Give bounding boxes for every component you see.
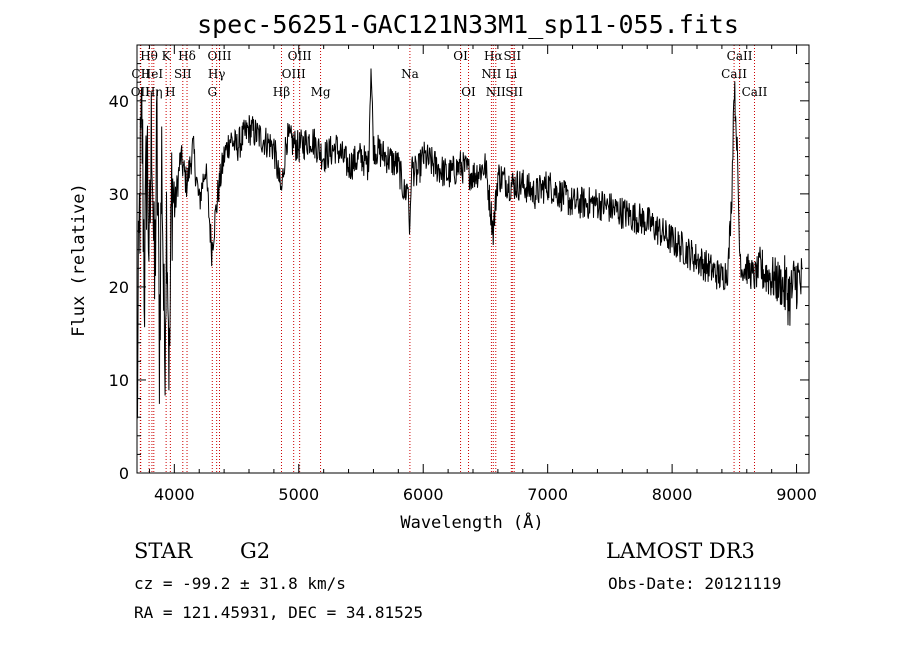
spectral-line-label: OII [131, 85, 151, 99]
coordinates: RA = 121.45931, DEC = 34.81525 [134, 603, 423, 622]
spectral-line-markers: OII Hθ CII Hη HeI K H SII Hδ OIII Hγ G Hβ OIII OIII Mg N… [131, 45, 768, 473]
x-tick-label: 4000 [154, 485, 195, 504]
spectral-line-label: G [207, 85, 217, 99]
spectral-line-label: OIII [288, 49, 312, 63]
spectral-line-label: NII [481, 67, 501, 81]
spectral-line-label: Hα [484, 49, 503, 63]
x-tick-label: 7000 [527, 485, 568, 504]
spectral-line-label: Hη [145, 85, 163, 99]
spectral-line-label: Hγ [208, 67, 226, 81]
spectral-line-label: CaII [727, 49, 753, 63]
redshift-velocity: cz = -99.2 ± 31.8 km/s [134, 574, 346, 593]
y-tick-label: 30 [109, 185, 129, 204]
spectral-line-label: Na [401, 67, 419, 81]
object-subclass: G2 [240, 539, 271, 563]
survey-name: LAMOST DR3 [606, 539, 755, 563]
y-axis-label: Flux (relative) [69, 183, 89, 337]
x-tick-label: 9000 [776, 485, 817, 504]
flux-series-line [136, 68, 804, 419]
spectral-line-label: CaII [721, 67, 747, 81]
axis-ticks: 4000 5000 6000 7000 8000 9000 0 10 20 30 40 [109, 45, 817, 504]
spectral-line-label: SII [503, 49, 521, 63]
spectral-line-label: K [162, 49, 172, 63]
spectral-line-label: Li [505, 67, 517, 81]
spectral-line-label: OIII [282, 67, 306, 81]
observation-date: Obs-Date: 20121119 [608, 574, 782, 593]
x-tick-label: 8000 [652, 485, 693, 504]
x-axis-label: Wavelength (Å) [400, 511, 543, 533]
x-tick-label: 6000 [403, 485, 444, 504]
y-tick-label: 20 [109, 278, 129, 297]
spectral-line-label: SII [505, 85, 523, 99]
flux-series-layer [136, 68, 804, 419]
spectral-line-label: OI [453, 49, 468, 63]
spectral-line-label: Hδ [178, 49, 196, 63]
object-class: STAR [134, 539, 193, 563]
spectral-line-label: SII [174, 67, 192, 81]
y-tick-label: 0 [119, 464, 129, 483]
spectral-line-label: OI [461, 85, 476, 99]
x-tick-label: 5000 [278, 485, 319, 504]
spectral-line-label: H [165, 85, 175, 99]
spectral-line-label: NII [486, 85, 506, 99]
spectral-line-label: CaII [742, 85, 768, 99]
spectral-line-label: OIII [207, 49, 231, 63]
spectral-line-label: Hθ [140, 49, 158, 63]
spectral-line-label: Mg [311, 85, 331, 99]
spectral-line-label: Hβ [273, 85, 290, 99]
spectral-line-label: CII [131, 67, 150, 81]
y-tick-label: 40 [109, 92, 129, 111]
y-tick-label: 10 [109, 371, 129, 390]
chart-title: spec-56251-GAC121N33M1_sp11-055.fits [197, 10, 739, 39]
spectral-line-label: HeI [141, 67, 164, 81]
